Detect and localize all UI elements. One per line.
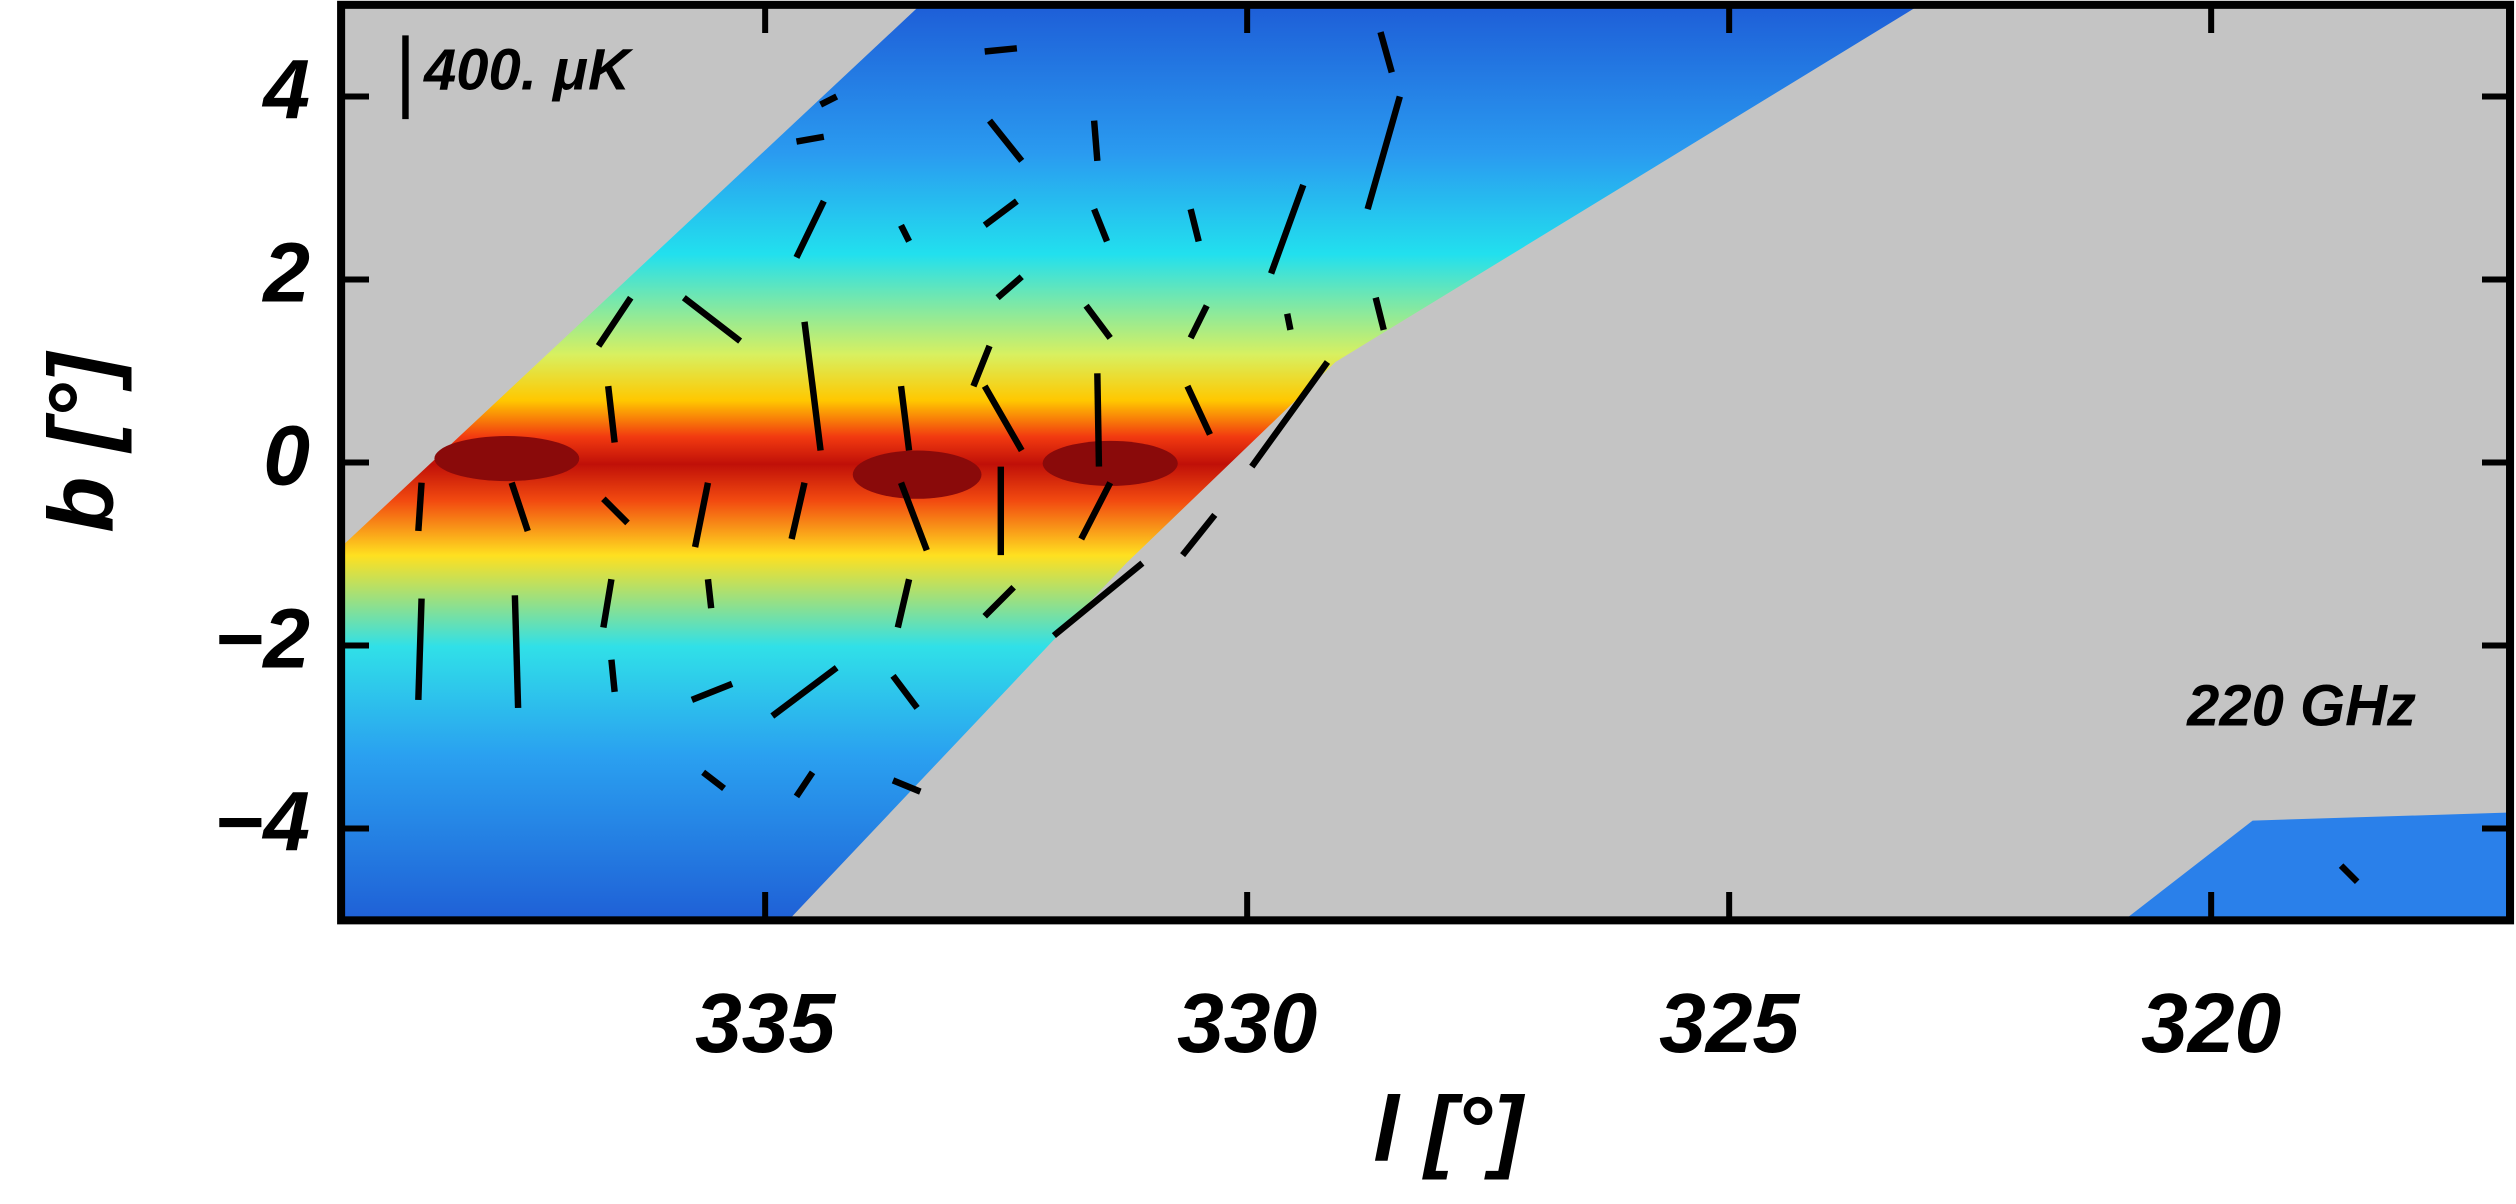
y-axis-title: b [°] <box>30 350 132 533</box>
emission-region <box>2123 812 2511 921</box>
x-axis-title: l [°] <box>1373 1078 1526 1180</box>
y-tick-label: 4 <box>261 43 310 137</box>
x-tick-label: 330 <box>1177 976 1317 1070</box>
y-tick-label: 0 <box>263 409 310 503</box>
y-tick-label: −4 <box>214 775 310 869</box>
x-tick-label: 335 <box>695 976 836 1070</box>
emission-peak <box>1042 440 1178 486</box>
frequency-label: 220 GHz <box>2186 673 2416 738</box>
x-tick-label: 325 <box>1659 976 1800 1070</box>
scale-label: 400. μK <box>423 37 634 102</box>
map <box>337 0 2515 925</box>
y-tick-label: 2 <box>261 226 310 320</box>
x-tick-label: 320 <box>2141 976 2281 1070</box>
emission-peak <box>434 436 580 482</box>
polarization-vectors <box>415 31 2360 885</box>
y-tick-label: −2 <box>214 592 310 686</box>
emission-peak <box>852 450 982 499</box>
